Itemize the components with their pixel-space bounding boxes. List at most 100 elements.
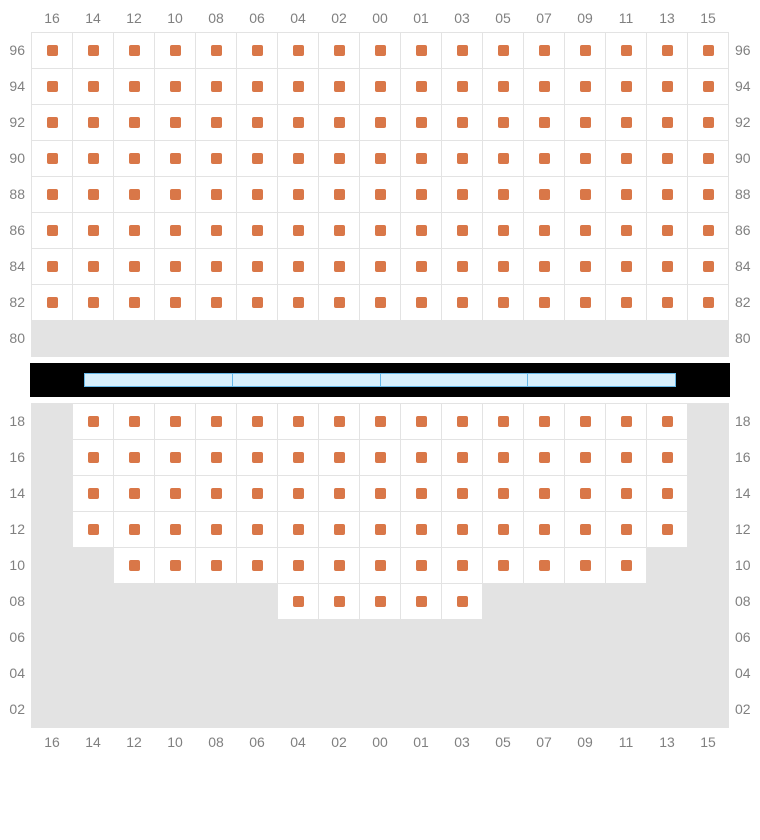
seat-cell[interactable]	[155, 105, 196, 141]
seat-cell[interactable]	[360, 548, 401, 584]
seat-cell[interactable]	[114, 548, 155, 584]
seat-cell[interactable]	[647, 33, 688, 69]
seat-cell[interactable]	[360, 249, 401, 285]
seat-cell[interactable]	[442, 69, 483, 105]
seat-cell[interactable]	[442, 141, 483, 177]
seat-cell[interactable]	[360, 584, 401, 620]
seat-cell[interactable]	[237, 404, 278, 440]
seat-cell[interactable]	[32, 105, 73, 141]
seat-cell[interactable]	[565, 285, 606, 321]
seat-cell[interactable]	[401, 33, 442, 69]
seat-cell[interactable]	[606, 249, 647, 285]
seat-cell[interactable]	[32, 33, 73, 69]
seat-cell[interactable]	[442, 105, 483, 141]
seat-cell[interactable]	[319, 548, 360, 584]
seat-cell[interactable]	[196, 33, 237, 69]
seat-cell[interactable]	[114, 476, 155, 512]
seat-cell[interactable]	[196, 249, 237, 285]
seat-cell[interactable]	[155, 249, 196, 285]
seat-cell[interactable]	[688, 141, 729, 177]
seat-cell[interactable]	[442, 213, 483, 249]
seat-cell[interactable]	[360, 33, 401, 69]
seat-cell[interactable]	[442, 584, 483, 620]
seat-cell[interactable]	[73, 512, 114, 548]
seat-cell[interactable]	[360, 440, 401, 476]
seat-cell[interactable]	[32, 213, 73, 249]
seat-cell[interactable]	[237, 213, 278, 249]
seat-cell[interactable]	[483, 33, 524, 69]
seat-cell[interactable]	[524, 177, 565, 213]
seat-cell[interactable]	[196, 105, 237, 141]
seat-cell[interactable]	[401, 249, 442, 285]
seat-cell[interactable]	[483, 249, 524, 285]
seat-cell[interactable]	[319, 213, 360, 249]
seat-cell[interactable]	[688, 213, 729, 249]
seat-cell[interactable]	[319, 285, 360, 321]
seat-cell[interactable]	[688, 69, 729, 105]
seat-cell[interactable]	[565, 404, 606, 440]
seat-cell[interactable]	[483, 105, 524, 141]
seat-cell[interactable]	[114, 512, 155, 548]
seat-cell[interactable]	[524, 440, 565, 476]
seat-cell[interactable]	[606, 285, 647, 321]
seat-cell[interactable]	[237, 141, 278, 177]
seat-cell[interactable]	[114, 249, 155, 285]
seat-cell[interactable]	[483, 141, 524, 177]
seat-cell[interactable]	[524, 213, 565, 249]
seat-cell[interactable]	[483, 285, 524, 321]
seat-cell[interactable]	[237, 105, 278, 141]
seat-cell[interactable]	[565, 105, 606, 141]
seat-cell[interactable]	[442, 476, 483, 512]
seat-cell[interactable]	[606, 105, 647, 141]
seat-cell[interactable]	[73, 285, 114, 321]
seat-cell[interactable]	[73, 105, 114, 141]
seat-cell[interactable]	[73, 33, 114, 69]
seat-cell[interactable]	[319, 249, 360, 285]
seat-cell[interactable]	[114, 285, 155, 321]
seat-cell[interactable]	[237, 512, 278, 548]
seat-cell[interactable]	[565, 69, 606, 105]
seat-cell[interactable]	[360, 285, 401, 321]
seat-cell[interactable]	[32, 177, 73, 213]
seat-cell[interactable]	[647, 105, 688, 141]
seat-cell[interactable]	[565, 249, 606, 285]
seat-cell[interactable]	[237, 33, 278, 69]
seat-cell[interactable]	[360, 213, 401, 249]
seat-cell[interactable]	[401, 404, 442, 440]
seat-cell[interactable]	[319, 584, 360, 620]
seat-cell[interactable]	[606, 512, 647, 548]
seat-cell[interactable]	[237, 285, 278, 321]
seat-cell[interactable]	[360, 177, 401, 213]
seat-cell[interactable]	[688, 249, 729, 285]
seat-cell[interactable]	[32, 249, 73, 285]
seat-cell[interactable]	[114, 177, 155, 213]
seat-cell[interactable]	[114, 404, 155, 440]
seat-cell[interactable]	[155, 141, 196, 177]
seat-cell[interactable]	[155, 440, 196, 476]
seat-cell[interactable]	[442, 512, 483, 548]
seat-cell[interactable]	[401, 548, 442, 584]
seat-cell[interactable]	[401, 584, 442, 620]
seat-cell[interactable]	[483, 512, 524, 548]
seat-cell[interactable]	[483, 213, 524, 249]
seat-cell[interactable]	[688, 285, 729, 321]
seat-cell[interactable]	[565, 476, 606, 512]
seat-cell[interactable]	[155, 69, 196, 105]
seat-cell[interactable]	[155, 285, 196, 321]
seat-cell[interactable]	[237, 69, 278, 105]
seat-cell[interactable]	[114, 105, 155, 141]
seat-cell[interactable]	[606, 476, 647, 512]
seat-cell[interactable]	[688, 177, 729, 213]
seat-cell[interactable]	[155, 512, 196, 548]
seat-cell[interactable]	[278, 249, 319, 285]
seat-cell[interactable]	[442, 285, 483, 321]
seat-cell[interactable]	[401, 213, 442, 249]
seat-cell[interactable]	[442, 548, 483, 584]
seat-cell[interactable]	[196, 440, 237, 476]
seat-cell[interactable]	[401, 105, 442, 141]
seat-cell[interactable]	[32, 69, 73, 105]
seat-cell[interactable]	[73, 69, 114, 105]
seat-cell[interactable]	[647, 213, 688, 249]
seat-cell[interactable]	[606, 177, 647, 213]
seat-cell[interactable]	[442, 404, 483, 440]
